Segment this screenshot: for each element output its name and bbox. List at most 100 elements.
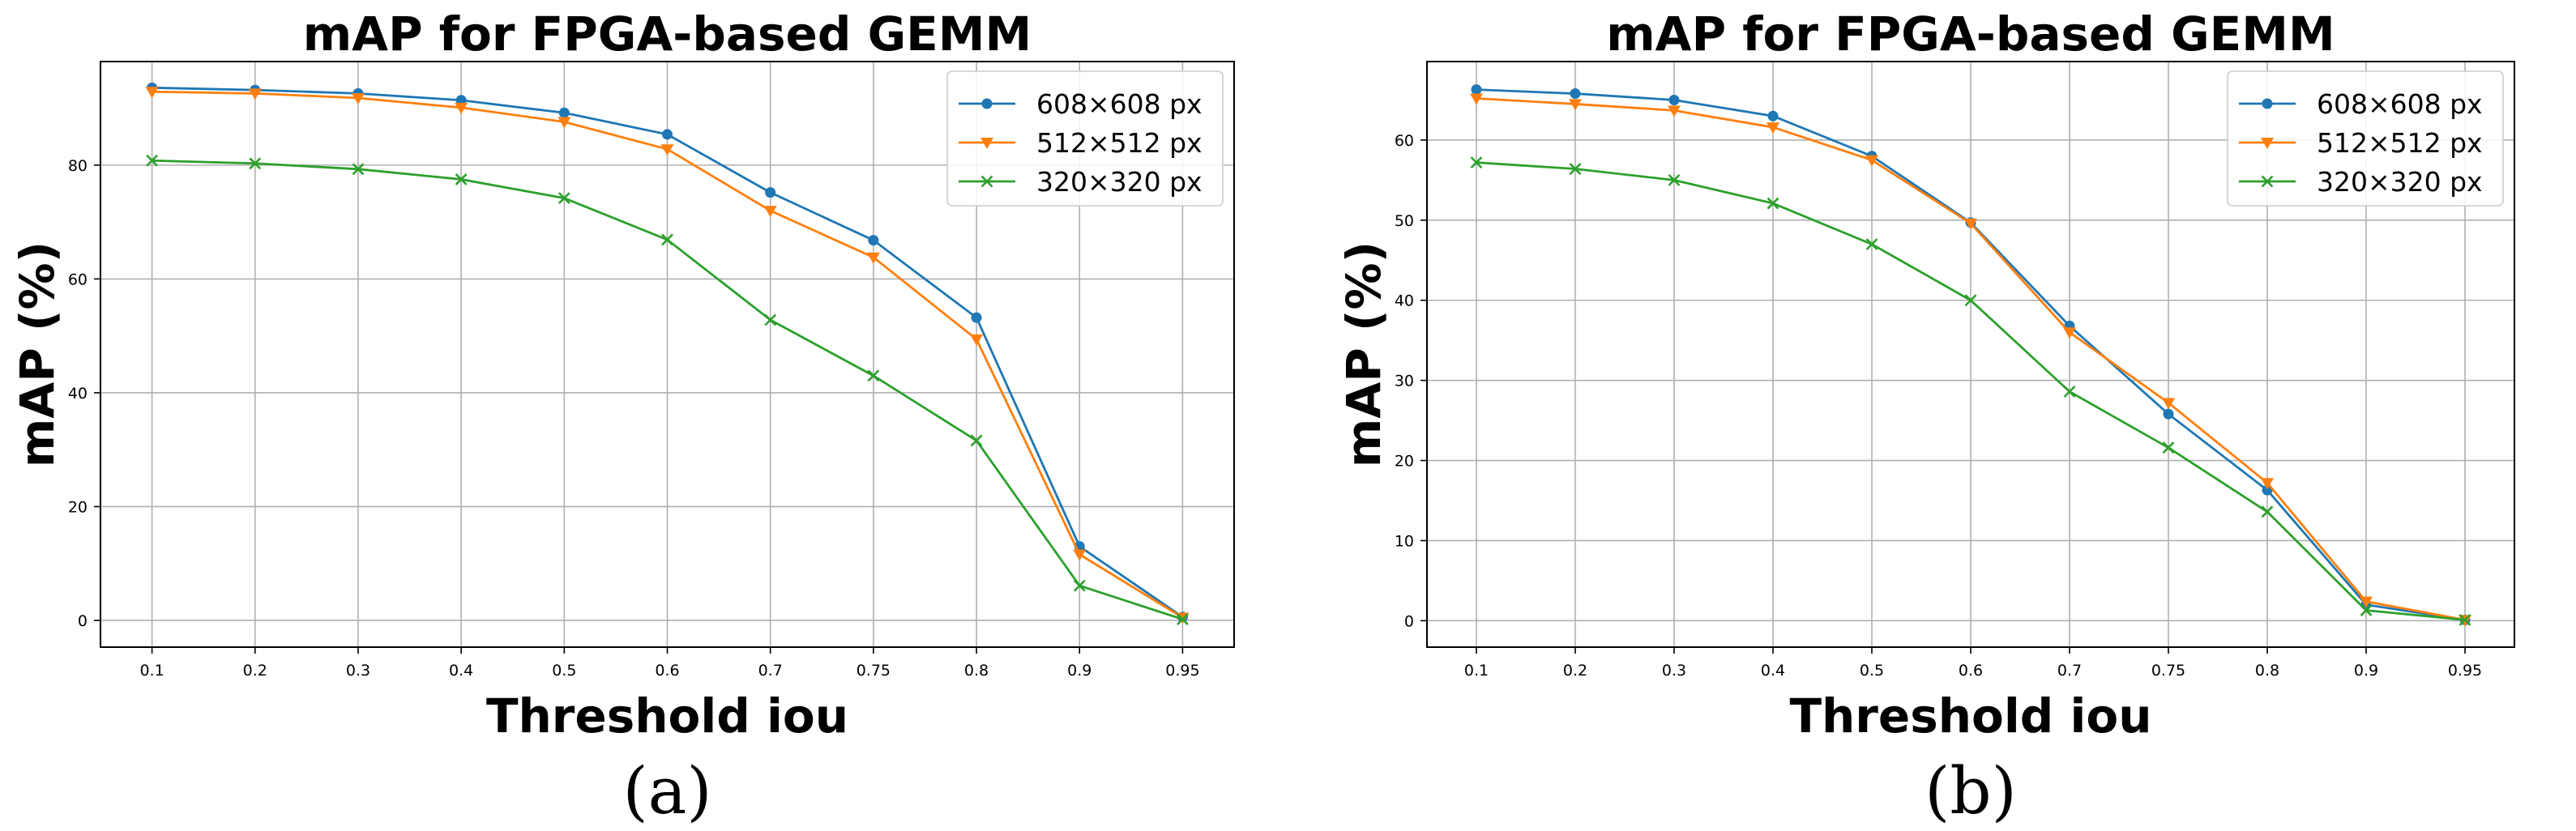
data-point [1073, 579, 1086, 592]
x-tick-label: 0.4 [449, 662, 473, 680]
legend-label: 608×608 px [2317, 88, 2483, 120]
x-tick-label: 0.8 [964, 662, 989, 680]
x-tick-label: 0.3 [1662, 662, 1686, 680]
chart-a-title: mAP for FPGA-based GEMM [303, 6, 1032, 62]
data-point [1767, 110, 1779, 121]
data-point [970, 434, 983, 447]
data-point [763, 206, 777, 218]
legend-marker [2261, 138, 2274, 149]
data-point [660, 144, 674, 156]
x-tick-label: 0.6 [1959, 662, 1983, 680]
x-tick-label: 0.5 [552, 662, 576, 680]
x-tick-label: 0.4 [1761, 662, 1785, 680]
legend-box [2227, 70, 2504, 207]
x-tick-label: 0.1 [139, 662, 164, 680]
legend-marker [980, 175, 993, 188]
data-point [1470, 93, 1483, 105]
chart-b-caption: (b) [1925, 753, 2017, 829]
data-point [764, 313, 777, 326]
chart-a-caption: (a) [622, 753, 711, 829]
legend-item: 608×608 px [959, 88, 1203, 120]
x-tick-label: 0.9 [2354, 662, 2378, 680]
y-tick-label: 50 [1395, 212, 1414, 230]
x-tick-label: 0.6 [655, 662, 679, 680]
chart-b-x-axis-label: Threshold iou [1789, 688, 2151, 744]
y-tick-label: 80 [68, 157, 88, 175]
x-tick-label: 0.8 [2255, 662, 2279, 680]
data-point [2162, 398, 2175, 410]
x-tick-label: 0.5 [1860, 662, 1884, 680]
data-point [867, 369, 880, 382]
data-point [1865, 238, 1878, 250]
x-tick-label: 0.2 [1563, 662, 1587, 680]
data-point [2261, 478, 2274, 490]
data-point [2163, 408, 2174, 420]
legend-marker [981, 98, 993, 109]
legend-label: 608×608 px [1036, 88, 1203, 120]
data-point [248, 88, 262, 100]
data-point [249, 157, 262, 170]
chart-b-title: mAP for FPGA-based GEMM [1606, 6, 2335, 62]
data-point [1471, 84, 1482, 96]
data-point [1865, 155, 1878, 167]
data-point [455, 173, 468, 185]
chart-panel-a: 0.1 0.2 0.3 0.4 0.5 0.6 0.7 0.75 0.8 0.9 0.95 0 20 40… [10, 6, 1235, 829]
legend-item: 608×608 px [2239, 88, 2483, 120]
chart-a-y-axis-label: mAP (%) [10, 241, 65, 467]
legend-marker [2262, 98, 2273, 109]
data-point [1766, 197, 1779, 210]
legend-label: 320×320 px [2317, 166, 2483, 198]
data-point [1668, 105, 1681, 117]
data-point [557, 117, 571, 129]
data-point [1570, 88, 1581, 100]
x-tick-label: 0.75 [857, 662, 891, 680]
data-point [1964, 294, 1977, 307]
chart-b-grid [1427, 62, 2514, 647]
chart-b-ticks: 0.1 0.2 0.3 0.4 0.5 0.6 0.7 0.75 0.8 0.9 0.95 0 10 20… [1395, 132, 2482, 680]
legend-label: 512×512 px [2317, 127, 2483, 159]
series-3 [1470, 156, 2471, 626]
data-point [1176, 613, 1189, 625]
data-point [1766, 122, 1779, 134]
chart-panel-b: 0.1 0.2 0.3 0.4 0.5 0.6 0.7 0.75 0.8 0.9 0.95 0 10 20… [1336, 6, 2515, 829]
y-tick-label: 20 [68, 498, 88, 516]
x-tick-label: 0.7 [758, 662, 783, 680]
data-point [2459, 613, 2471, 626]
y-tick-label: 40 [1395, 292, 1414, 310]
legend-item: 320×320 px [959, 166, 1203, 198]
data-point [661, 233, 673, 246]
data-point [1073, 549, 1087, 561]
legend-item: 320×320 px [2239, 166, 2483, 198]
data-point [2162, 441, 2175, 454]
legend-label: 512×512 px [1036, 127, 1203, 159]
data-point [868, 235, 879, 246]
legend-item: 512×512 px [2239, 127, 2483, 159]
data-point [1470, 156, 1483, 169]
y-tick-label: 60 [68, 271, 88, 288]
data-point [146, 154, 159, 167]
chart-b-y-axis-label: mAP (%) [1336, 241, 1391, 467]
x-tick-label: 0.75 [2151, 662, 2185, 680]
x-tick-label: 0.2 [243, 662, 267, 680]
legend-label: 320×320 px [1036, 166, 1203, 198]
data-point [558, 107, 570, 118]
data-point [2063, 386, 2076, 398]
data-point [662, 129, 673, 140]
data-point [2063, 327, 2076, 339]
series-3 [146, 154, 1189, 625]
data-point [1569, 99, 1582, 111]
data-point [970, 334, 984, 346]
x-tick-label: 0.1 [1464, 662, 1489, 680]
x-tick-label: 0.95 [1165, 662, 1199, 680]
data-point [455, 102, 468, 114]
x-tick-label: 0.3 [346, 662, 370, 680]
chart-a-ticks: 0.1 0.2 0.3 0.4 0.5 0.6 0.7 0.75 0.8 0.9 0.95 0 20 40… [68, 157, 1200, 680]
legend-box [946, 70, 1224, 207]
data-point [1668, 173, 1681, 186]
data-point [1569, 163, 1582, 175]
x-tick-label: 0.95 [2448, 662, 2482, 680]
data-point [1964, 218, 1977, 230]
data-point [866, 252, 880, 264]
chart-a-legend: 608×608 px 512×512 px 320×320 px [946, 70, 1224, 207]
y-tick-label: 60 [1395, 132, 1414, 150]
